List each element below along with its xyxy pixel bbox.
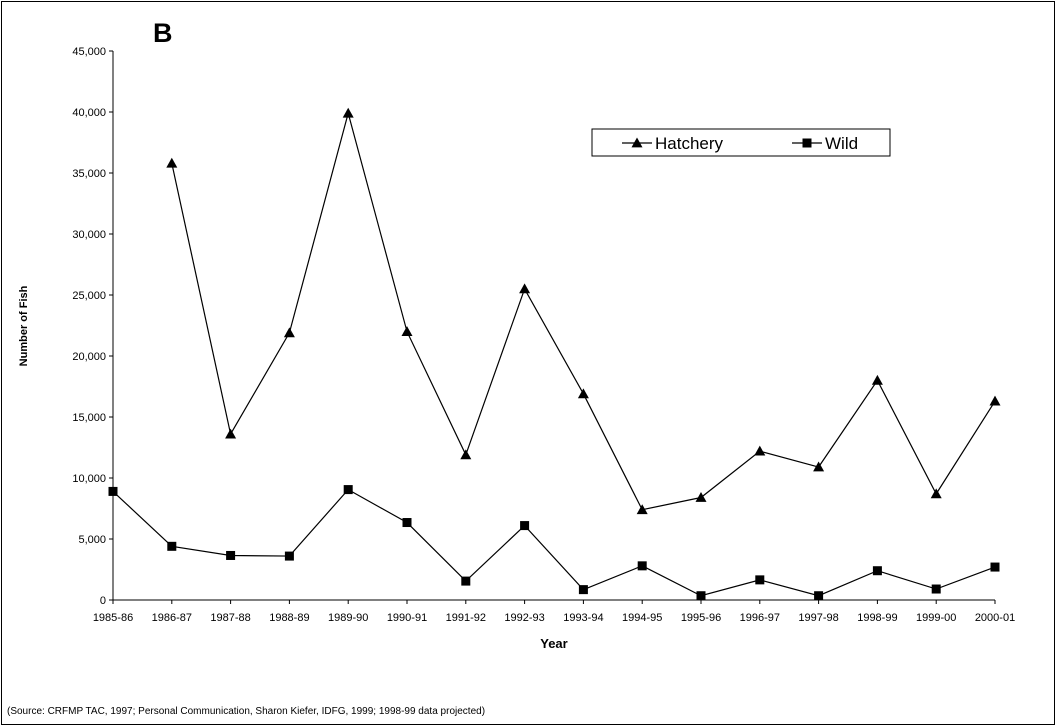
legend: Hatchery Wild: [591, 128, 891, 157]
y-tick-label: 25,000: [72, 290, 106, 302]
hatchery-point: [519, 283, 531, 294]
hatchery-point: [577, 388, 589, 399]
y-tick-label: 45,000: [72, 46, 106, 58]
wild-point: [990, 562, 1000, 572]
wild-point: [814, 591, 824, 601]
hatchery-point: [989, 395, 1001, 406]
hatchery-point: [813, 461, 825, 472]
x-axis-label: Year: [540, 636, 567, 651]
legend-wild-label: Wild: [825, 134, 858, 153]
x-axis-ticks: 1985-86 1986-87 1987-88 1988-89 1989-90 1990-…: [93, 600, 1015, 624]
x-tick-label: 1987-88: [210, 612, 250, 624]
hatchery-point: [695, 492, 707, 502]
hatchery-point: [636, 504, 648, 515]
x-tick-label: 1998-99: [857, 612, 897, 624]
x-tick-label: 1990-91: [387, 612, 427, 624]
wild-point: [108, 486, 118, 496]
axes: [112, 51, 995, 601]
hatchery-point: [460, 449, 472, 460]
wild-point: [755, 575, 765, 585]
series-markers: [108, 107, 1001, 601]
wild-point: [343, 485, 353, 495]
wild-point: [226, 550, 236, 560]
wild-point: [284, 551, 294, 561]
y-axis-ticks: 0 5,000 10,000 15,000 20,000 25,000 30,000 35,0…: [72, 46, 113, 607]
hatchery-point: [225, 428, 237, 439]
wild-point: [637, 561, 647, 571]
x-tick-label: 1988-89: [269, 612, 309, 624]
x-tick-label: 1989-90: [328, 612, 368, 624]
wild-point: [167, 541, 177, 551]
wild-point: [402, 518, 412, 528]
y-tick-label: 40,000: [72, 107, 106, 119]
panel-label: B: [153, 18, 173, 48]
x-tick-label: 2000-01: [975, 612, 1015, 624]
y-tick-label: 30,000: [72, 229, 106, 241]
x-tick-label: 1992-93: [504, 612, 544, 624]
y-axis-label: Number of Fish: [18, 285, 30, 366]
series-lines: [112, 110, 996, 597]
wild-point: [696, 591, 706, 601]
x-tick-label: 1993-94: [563, 612, 603, 624]
hatchery-point: [166, 157, 178, 168]
wild-point: [578, 585, 588, 595]
wild-point: [931, 584, 941, 594]
wild-series-line: [112, 488, 996, 597]
hatchery-point: [930, 488, 942, 499]
hatchery-point: [283, 327, 295, 338]
legend-hatchery-marker: [631, 137, 643, 148]
wild-point: [520, 521, 530, 531]
legend-wild-marker: [802, 138, 812, 148]
x-tick-label: 1991-92: [446, 612, 486, 624]
legend-hatchery-label: Hatchery: [655, 134, 724, 153]
hatchery-point: [871, 374, 883, 385]
y-tick-label: 35,000: [72, 168, 106, 180]
x-tick-label: 1997-98: [798, 612, 838, 624]
y-tick-label: 10,000: [72, 473, 106, 485]
source-note: (Source: CRFMP TAC, 1997; Personal Commu…: [7, 706, 486, 717]
hatchery-series-line: [171, 110, 996, 511]
y-tick-label: 15,000: [72, 412, 106, 424]
y-tick-label: 0: [100, 595, 106, 607]
hatchery-point: [401, 326, 413, 336]
y-tick-label: 5,000: [78, 534, 106, 546]
hatchery-point: [342, 107, 354, 118]
x-tick-label: 1985-86: [93, 612, 133, 624]
wild-point: [461, 576, 471, 586]
wild-point: [872, 566, 882, 576]
x-tick-label: 1994-95: [622, 612, 662, 624]
y-tick-label: 20,000: [72, 351, 106, 363]
x-tick-label: 1996-97: [740, 612, 780, 624]
x-tick-label: 1999-00: [916, 612, 956, 624]
hatchery-point: [754, 445, 766, 456]
x-tick-label: 1986-87: [152, 612, 192, 624]
x-tick-label: 1995-96: [681, 612, 721, 624]
